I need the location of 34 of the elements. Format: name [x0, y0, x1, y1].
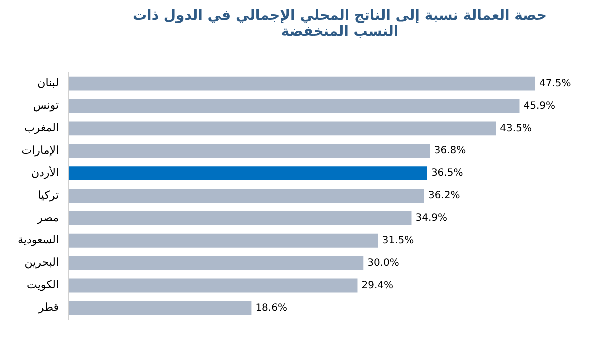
y-tick-label: السعودية — [18, 234, 60, 247]
bar — [69, 189, 425, 203]
bar — [69, 144, 430, 158]
y-tick-label: الأردن — [31, 165, 60, 180]
data-label: 18.6% — [256, 302, 288, 314]
y-tick-label: تركيا — [38, 188, 60, 202]
bar — [69, 99, 520, 114]
data-label: 45.9% — [524, 100, 556, 112]
bar — [69, 301, 252, 316]
bar — [69, 166, 428, 181]
bar — [69, 76, 536, 91]
bar — [69, 278, 358, 293]
bar — [69, 256, 364, 270]
bar — [69, 122, 496, 136]
y-tick-label: لبنان — [38, 76, 60, 90]
y-tick-label: تونس — [33, 99, 60, 112]
data-label: 36.5% — [431, 168, 464, 180]
data-label: 31.5% — [382, 235, 414, 246]
data-label: 34.9% — [416, 213, 448, 224]
data-label: 29.4% — [362, 280, 394, 292]
bar — [69, 234, 378, 248]
data-label: 36.8% — [434, 146, 466, 157]
y-tick-label: الإمارات — [22, 144, 60, 157]
data-label: 36.2% — [428, 190, 460, 202]
chart-title: حصة العمالة نسبة إلى الناتج المحلي الإجمالي في الدول ذات النسب المنخفضة — [132, 8, 548, 40]
y-tick-label: مصر — [36, 211, 60, 224]
y-tick-label: البحرين — [24, 256, 60, 270]
y-tick-label: الكويت — [27, 278, 60, 292]
data-label: 43.5% — [500, 123, 532, 134]
y-tick-label: قطر — [38, 301, 60, 314]
data-label: 30.0% — [368, 258, 400, 269]
y-tick-label: المغرب — [24, 122, 60, 135]
bar — [69, 211, 412, 226]
data-label: 47.5% — [539, 78, 572, 90]
